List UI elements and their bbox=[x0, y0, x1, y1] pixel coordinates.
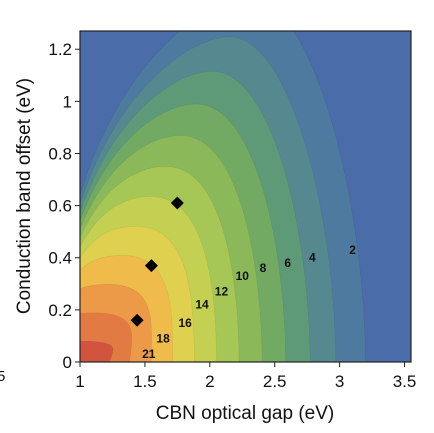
y-axis: 0 0.2 0.4 0.6 0.8 1 1.2 bbox=[48, 40, 80, 372]
diamond-marker bbox=[170, 196, 184, 210]
contour-label: 21 bbox=[142, 347, 156, 361]
contour-label: 6 bbox=[284, 256, 291, 270]
plot-frame bbox=[79, 30, 412, 363]
contour-label: 8 bbox=[260, 261, 267, 275]
x-tick-label: 2.5 bbox=[263, 372, 287, 391]
diamond-marker bbox=[144, 259, 158, 273]
plot-area bbox=[79, 30, 412, 363]
contour-label: 2 bbox=[349, 243, 356, 257]
x-axis: 1 1.5 2 2.5 3 3.5 bbox=[75, 362, 416, 391]
diamond-marker bbox=[130, 313, 144, 327]
contour-label: 16 bbox=[178, 316, 192, 330]
stray-left-label: 5 bbox=[0, 368, 5, 385]
y-tick-label: 0.4 bbox=[48, 249, 72, 268]
y-tick-label: 0.2 bbox=[48, 301, 72, 320]
contour-label: 10 bbox=[236, 269, 250, 283]
y-tick-label: 0.8 bbox=[48, 144, 72, 163]
contour-band-12 bbox=[80, 340, 114, 362]
contour-label: 4 bbox=[309, 251, 316, 265]
y-tick-label: 0.6 bbox=[48, 197, 72, 216]
y-axis-title: Conduction band offset (eV) bbox=[14, 78, 35, 314]
x-tick-label: 3.5 bbox=[393, 372, 417, 391]
x-tick-label: 1.5 bbox=[133, 372, 157, 391]
x-tick-label: 3 bbox=[335, 372, 344, 391]
y-tick-label: 1 bbox=[63, 92, 72, 111]
contour-label: 14 bbox=[195, 298, 209, 312]
y-tick-label: 1.2 bbox=[48, 40, 72, 59]
x-axis-title: CBN optical gap (eV) bbox=[156, 403, 334, 424]
contour-label: 18 bbox=[156, 332, 170, 346]
contour-label: 12 bbox=[215, 285, 229, 299]
y-tick-label: 0 bbox=[63, 353, 72, 372]
x-tick-label: 2 bbox=[205, 372, 214, 391]
data-markers bbox=[130, 196, 184, 327]
x-tick-label: 1 bbox=[75, 372, 84, 391]
